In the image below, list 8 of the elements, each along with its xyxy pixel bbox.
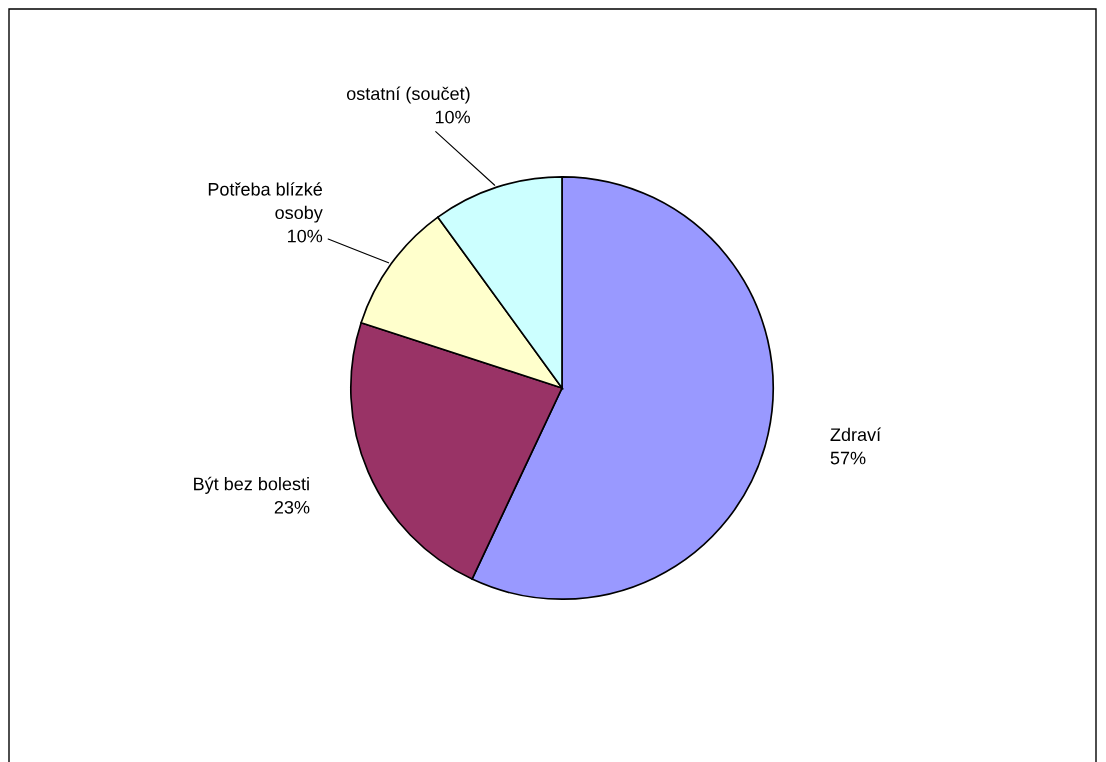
- slice-label: ostatní (součet): [346, 86, 470, 104]
- data-label: 23%: [274, 500, 310, 514]
- slice-label: Být bez bolesti: [194, 476, 309, 494]
- data-label: 10%: [288, 229, 323, 243]
- data-label: 10%: [435, 110, 470, 124]
- data-label: 57%: [830, 451, 866, 465]
- slice-label: Potřeba blízké osoby: [208, 182, 323, 223]
- slice-label: Zdraví: [830, 427, 882, 442]
